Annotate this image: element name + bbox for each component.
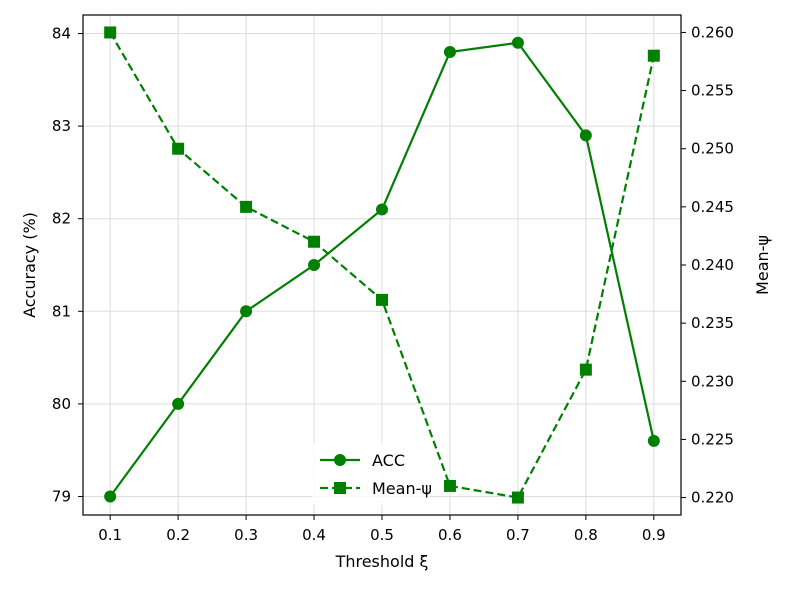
data-point [376, 203, 388, 216]
legend-marker [334, 482, 346, 494]
left-y-tick-label: 80 [52, 395, 71, 413]
legend-label: ACC [372, 451, 405, 470]
data-point [511, 36, 524, 49]
data-point [443, 479, 456, 492]
x-tick-label: 0.7 [506, 526, 530, 544]
data-point [240, 200, 253, 213]
data-point [511, 491, 524, 504]
legend: ACC Mean-ψ [312, 443, 432, 505]
x-tick-label: 0.2 [166, 526, 190, 544]
grid [83, 15, 681, 515]
data-point [172, 142, 185, 155]
right-y-tick-label: 0.230 [691, 372, 734, 390]
right-y-tick-label: 0.225 [691, 430, 734, 448]
legend-item: Mean-ψ [320, 479, 432, 498]
left-y-tick-label: 83 [52, 117, 71, 135]
left-y-tick-label: 82 [52, 210, 71, 228]
data-point [308, 235, 321, 248]
right-y-axis-label: Mean-ψ [753, 235, 772, 295]
data-point [579, 129, 592, 142]
data-point [104, 26, 117, 39]
data-point [579, 363, 592, 376]
data-point [104, 490, 117, 503]
data-point [376, 293, 388, 306]
x-tick-label: 0.5 [370, 526, 394, 544]
axes: 0.1 0.2 0.3 0.4 0.5 0.6 0.7 0.8 0.9 79 80 81 82 83 84 0… [52, 23, 734, 544]
series-layer [104, 26, 660, 504]
right-y-tick-label: 0.260 [691, 23, 734, 41]
right-y-tick-label: 0.255 [691, 82, 734, 100]
x-tick-label: 0.3 [234, 526, 258, 544]
right-y-tick-label: 0.245 [691, 198, 734, 216]
legend-item: ACC [320, 451, 405, 470]
data-point [443, 46, 456, 59]
x-tick-label: 0.4 [302, 526, 326, 544]
series-mean-psi [104, 26, 660, 504]
x-tick-label: 0.8 [574, 526, 598, 544]
data-point [308, 259, 321, 271]
data-point [172, 397, 185, 410]
right-y-tick-label: 0.235 [691, 314, 734, 332]
x-tick-label: 0.6 [438, 526, 462, 544]
legend-label: Mean-ψ [372, 479, 432, 498]
right-y-tick-label: 0.220 [691, 489, 734, 507]
right-y-tick-label: 0.250 [691, 140, 734, 158]
right-y-tick-label: 0.240 [691, 256, 734, 274]
x-axis-label: Threshold ξ [335, 552, 429, 571]
left-y-tick-label: 79 [52, 487, 71, 505]
x-tick-label: 0.1 [98, 526, 122, 544]
left-y-axis-label: Accuracy (%) [20, 212, 39, 318]
x-tick-label: 0.9 [642, 526, 666, 544]
series-acc [104, 36, 660, 503]
left-y-tick-label: 84 [52, 25, 71, 43]
legend-marker [334, 454, 346, 466]
data-point [647, 49, 660, 62]
left-y-tick-label: 81 [52, 302, 71, 320]
data-point [647, 434, 660, 447]
data-point [240, 305, 253, 318]
